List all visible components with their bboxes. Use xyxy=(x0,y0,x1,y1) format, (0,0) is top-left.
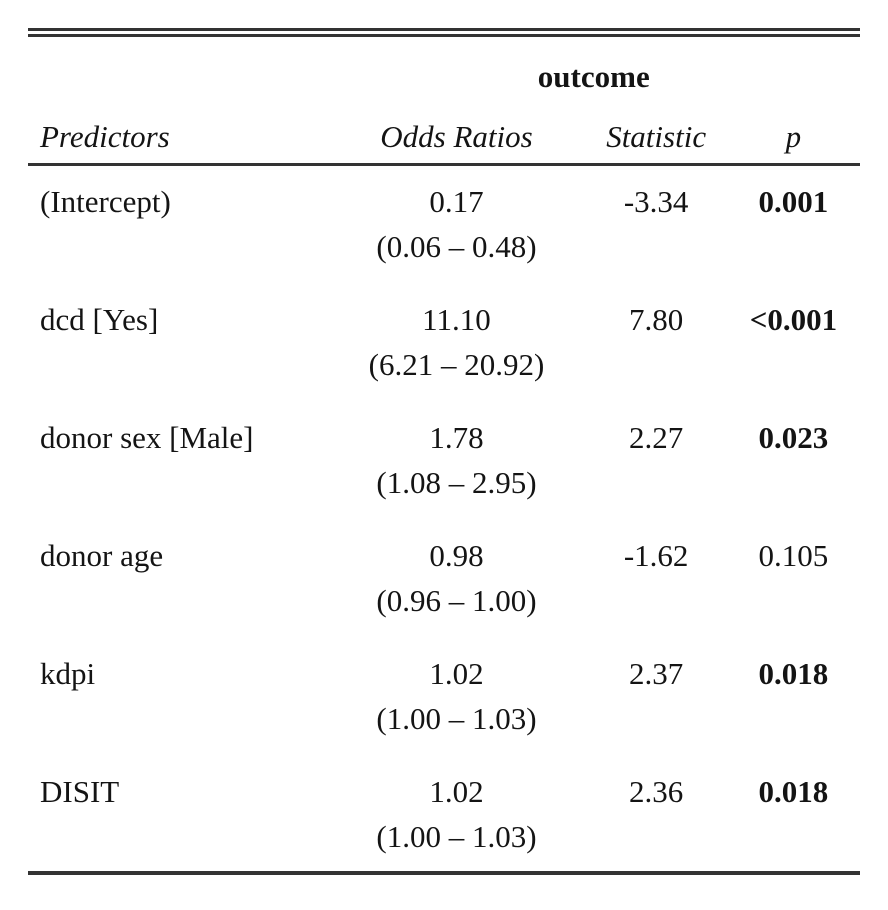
table-row: DISIT 1.02 (1.00 – 1.03) 2.36 0.018 xyxy=(28,741,860,871)
odds-ratio-value: 0.98 xyxy=(429,538,484,573)
confidence-interval: (1.00 – 1.03) xyxy=(376,819,537,854)
odds-ratio-value: 0.17 xyxy=(429,184,484,219)
p-value: <0.001 xyxy=(749,302,838,337)
predictor-label: dcd [Yes] xyxy=(40,302,159,337)
confidence-interval: (1.08 – 2.95) xyxy=(376,465,537,500)
p-value: 0.001 xyxy=(758,184,829,219)
predictor-label: (Intercept) xyxy=(40,184,171,219)
spacer-cell xyxy=(28,37,328,99)
regression-table: outcome Predictors Odds Ratios Statistic… xyxy=(28,37,860,871)
confidence-interval: (6.21 – 20.92) xyxy=(368,347,545,382)
table-row: dcd [Yes] 11.10 (6.21 – 20.92) 7.80 <0.0… xyxy=(28,269,860,387)
column-header-p: p xyxy=(726,99,860,166)
table-row: (Intercept) 0.17 (0.06 – 0.48) -3.34 0.0… xyxy=(28,165,860,270)
statistic-value: 2.37 xyxy=(629,656,684,691)
regression-table-figure: outcome Predictors Odds Ratios Statistic… xyxy=(28,28,860,875)
statistic-value: -3.34 xyxy=(623,184,689,219)
outcome-header-row: outcome xyxy=(28,37,860,99)
table-body: (Intercept) 0.17 (0.06 – 0.48) -3.34 0.0… xyxy=(28,165,860,872)
statistic-value: -1.62 xyxy=(623,538,689,573)
predictor-label: kdpi xyxy=(40,656,96,691)
column-header-row: Predictors Odds Ratios Statistic p xyxy=(28,99,860,166)
p-value: 0.018 xyxy=(758,656,829,691)
p-value: 0.023 xyxy=(758,420,829,455)
statistic-value: 2.27 xyxy=(629,420,684,455)
statistic-value: 2.36 xyxy=(629,774,684,809)
column-header-statistic: Statistic xyxy=(585,99,727,166)
odds-ratio-value: 11.10 xyxy=(422,302,491,337)
p-value: 0.105 xyxy=(758,538,829,573)
bottom-rule xyxy=(28,871,860,875)
table-row: donor age 0.98 (0.96 – 1.00) -1.62 0.105 xyxy=(28,505,860,623)
predictor-label: donor sex [Male] xyxy=(40,420,254,455)
confidence-interval: (0.06 – 0.48) xyxy=(376,229,537,264)
column-header-predictors: Predictors xyxy=(28,99,328,166)
table-row: donor sex [Male] 1.78 (1.08 – 2.95) 2.27… xyxy=(28,387,860,505)
odds-ratio-value: 1.02 xyxy=(429,656,484,691)
column-header-odds-ratios: Odds Ratios xyxy=(327,99,586,166)
statistic-value: 7.80 xyxy=(629,302,684,337)
predictor-label: DISIT xyxy=(40,774,120,809)
odds-ratio-value: 1.78 xyxy=(429,420,484,455)
confidence-interval: (1.00 – 1.03) xyxy=(376,701,537,736)
odds-ratio-value: 1.02 xyxy=(429,774,484,809)
table-row: kdpi 1.02 (1.00 – 1.03) 2.37 0.018 xyxy=(28,623,860,741)
confidence-interval: (0.96 – 1.00) xyxy=(376,583,537,618)
p-value: 0.018 xyxy=(758,774,829,809)
top-double-rule xyxy=(28,28,860,37)
outcome-group-header: outcome xyxy=(537,59,650,94)
predictor-label: donor age xyxy=(40,538,164,573)
